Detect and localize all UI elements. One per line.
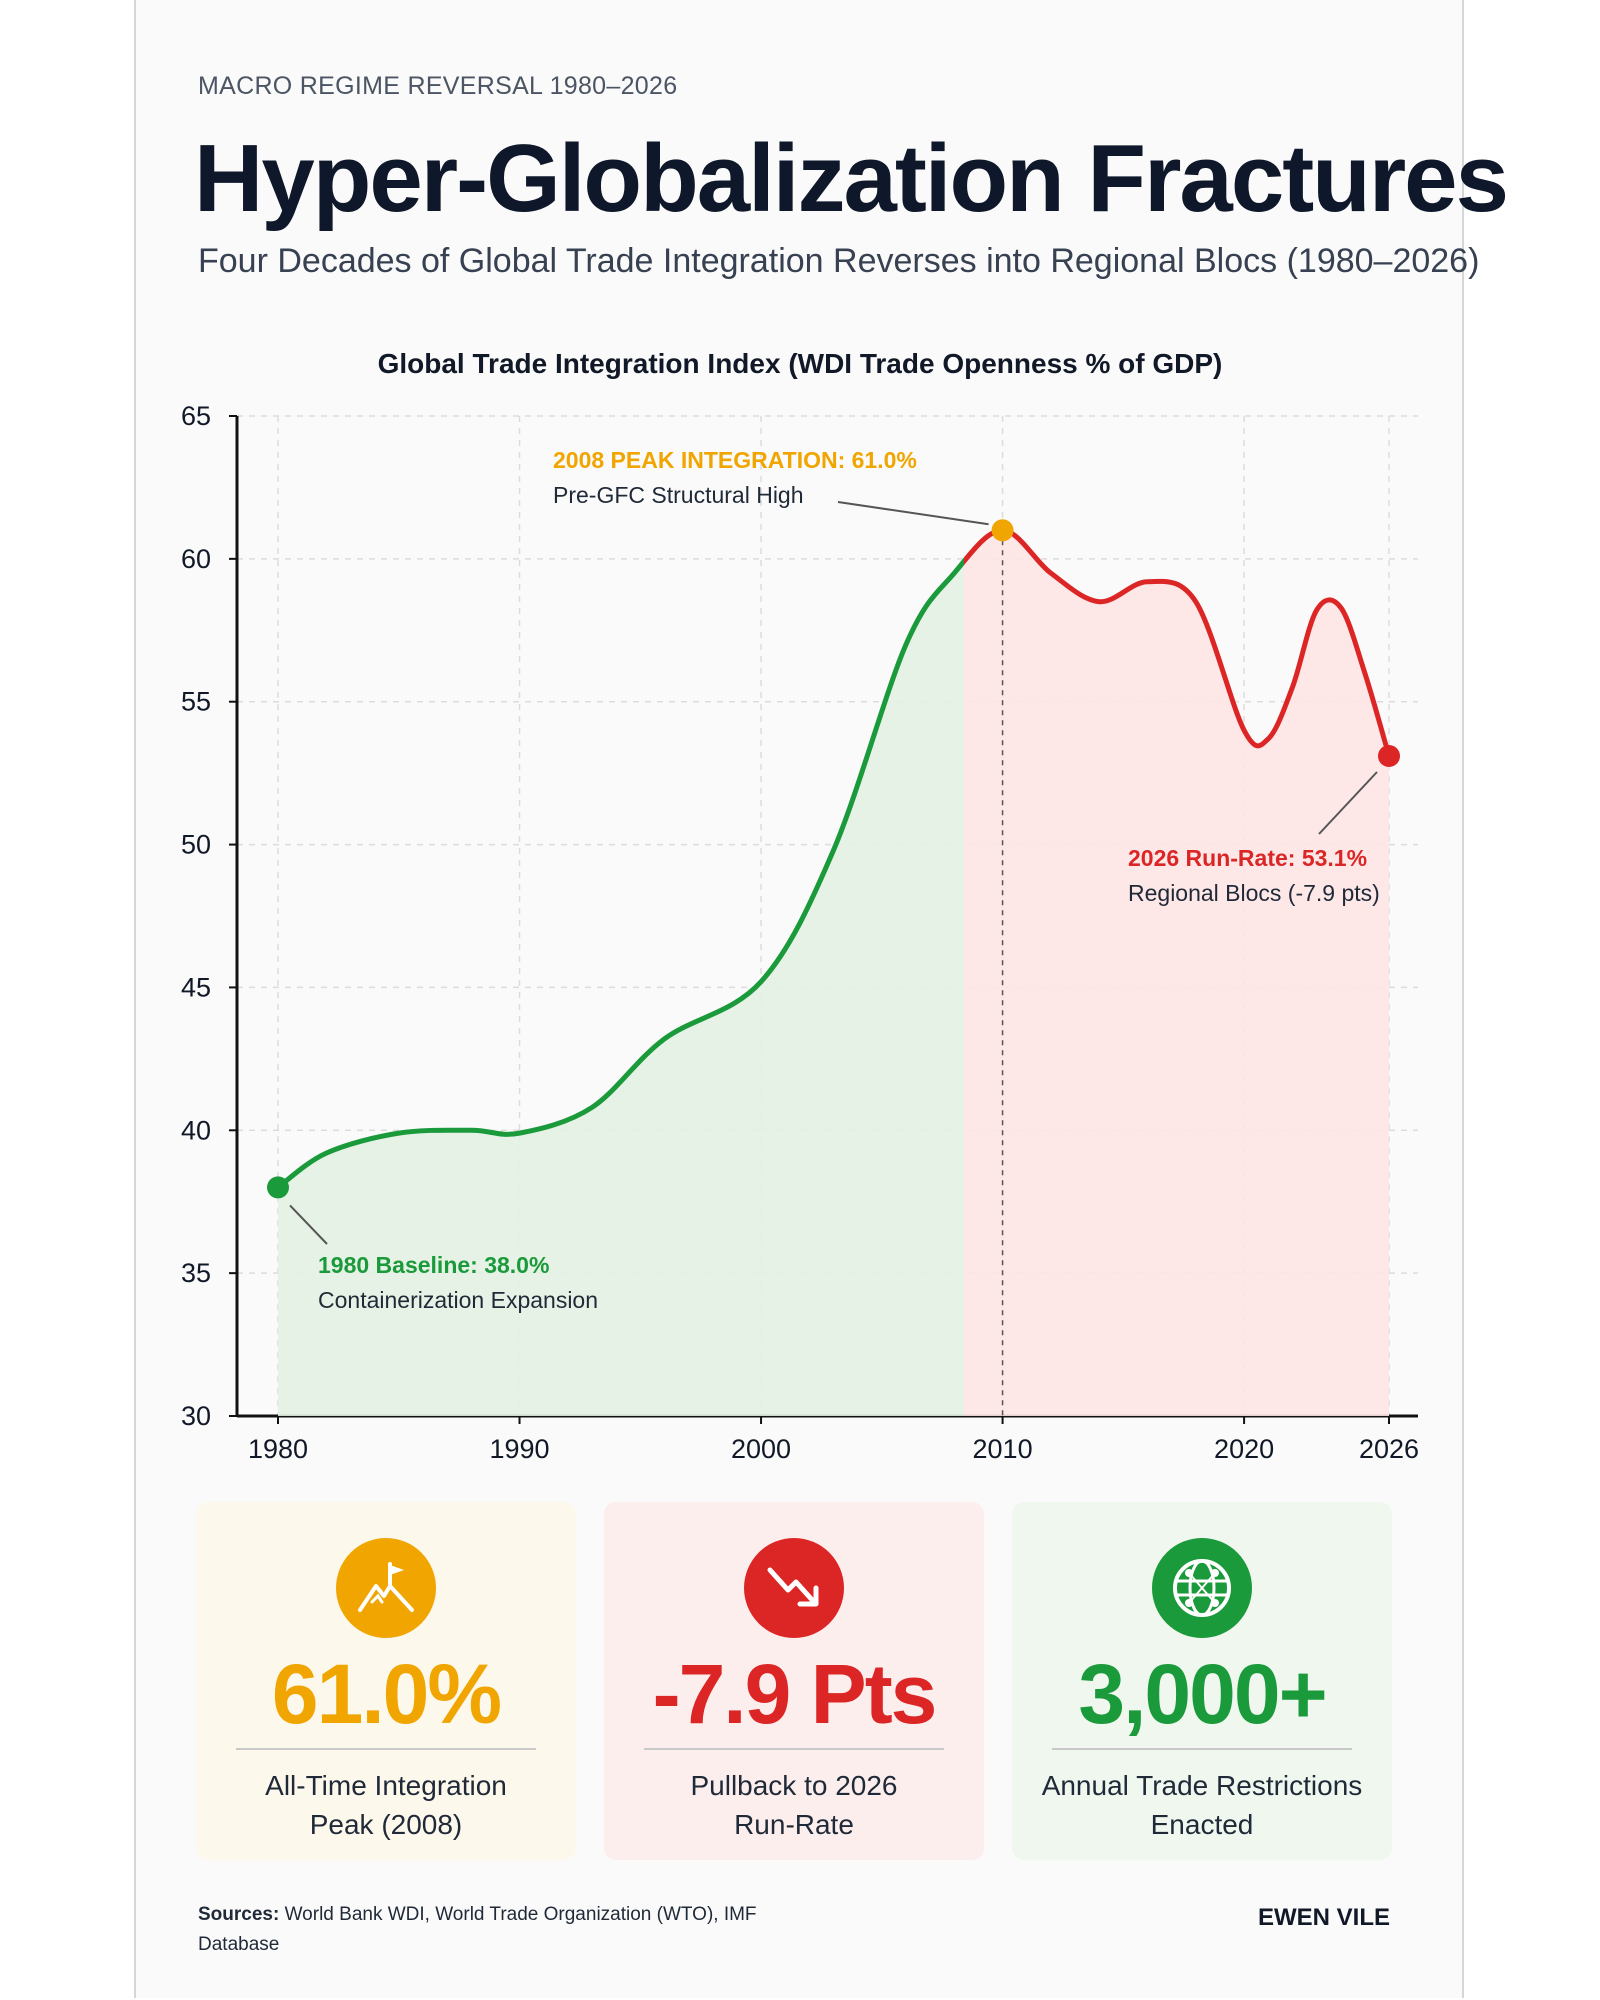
x-tick-label: 2010 xyxy=(973,1434,1033,1464)
x-tick-label: 2000 xyxy=(731,1434,791,1464)
peak-annotation-leader xyxy=(837,501,989,526)
trend-down-icon xyxy=(744,1538,844,1638)
pullback-stat-card: -7.9 Pts Pullback to 2026 Run-Rate xyxy=(604,1502,984,1860)
card-divider xyxy=(644,1748,944,1750)
x-tick-label: 2020 xyxy=(1214,1434,1274,1464)
y-tick-label: 65 xyxy=(181,401,211,431)
rise-area-fill xyxy=(278,561,964,1416)
mountain-flag-icon xyxy=(336,1538,436,1638)
sources-label: Sources: xyxy=(198,1904,280,1925)
x-tick-label: 1980 xyxy=(248,1434,308,1464)
baseline-point xyxy=(267,1176,289,1199)
runrate-point xyxy=(1378,745,1400,767)
fall-area-fill xyxy=(964,530,1389,1416)
peak-point xyxy=(991,519,1014,542)
baseline-annotation-title: 1980 Baseline: 38.0% xyxy=(318,1252,549,1278)
kicker: MACRO REGIME REVERSAL 1980–2026 xyxy=(198,72,678,100)
baseline-annotation-subtitle: Containerization Expansion xyxy=(318,1287,598,1313)
pullback-label: Pullback to 2026 Run-Rate xyxy=(690,1770,898,1840)
author-credit: EWEN VILE xyxy=(1257,1904,1390,1931)
peak-value: 61.0% xyxy=(271,1647,502,1741)
chart-title: Global Trade Integration Index (WDI Trad… xyxy=(377,348,1223,379)
sources-note: Sources: World Bank WDI, World Trade Org… xyxy=(198,1900,798,1960)
y-tick-label: 35 xyxy=(181,1258,211,1288)
card-divider xyxy=(1052,1748,1352,1750)
trade-integration-chart: 30 35 40 45 50 55 60 65 1980 1990 2000 2010 2020 2026… xyxy=(181,401,1419,1464)
peak-annotation-title: 2008 PEAK INTEGRATION: 61.0% xyxy=(553,447,917,473)
baseline-annotation-leader xyxy=(289,1204,328,1245)
y-tick-label: 30 xyxy=(181,1401,211,1431)
page-title: Hyper-Globalization Fractures xyxy=(194,125,1509,232)
peak-label: All-Time Integration Peak (2008) xyxy=(265,1770,507,1840)
series-line-fall xyxy=(964,527,1392,759)
pullback-value: -7.9 Pts xyxy=(652,1647,938,1741)
series-line-rise xyxy=(275,557,964,1190)
runrate-annotation-subtitle: Regional Blocs (-7.9 pts) xyxy=(1128,880,1380,906)
runrate-annotation-title: 2026 Run-Rate: 53.1% xyxy=(1128,845,1367,871)
x-tick-label: 1990 xyxy=(489,1434,549,1464)
restrictions-label: Annual Trade Restrictions Enacted xyxy=(1041,1770,1363,1840)
globe-network-icon xyxy=(1152,1538,1252,1638)
y-tick-label: 40 xyxy=(181,1115,211,1145)
sources-text: World Bank WDI, World Trade Organization… xyxy=(198,1904,757,1955)
y-tick-label: 55 xyxy=(181,687,211,717)
x-tick-label: 2026 xyxy=(1359,1434,1419,1464)
page-subtitle: Four Decades of Global Trade Integration… xyxy=(198,242,1480,280)
y-tick-label: 45 xyxy=(181,972,211,1002)
y-tick-label: 50 xyxy=(181,830,211,860)
restrictions-value: 3,000+ xyxy=(1078,1647,1327,1741)
card-divider xyxy=(236,1748,536,1750)
runrate-annotation-leader xyxy=(1318,771,1378,835)
restrictions-stat-card: 3,000+ Annual Trade Restrictions Enacted xyxy=(1012,1502,1392,1860)
peak-stat-card: 61.0% All-Time Integration Peak (2008) xyxy=(196,1502,576,1860)
y-tick-label: 60 xyxy=(181,544,211,574)
peak-annotation-subtitle: Pre-GFC Structural High xyxy=(553,482,804,508)
